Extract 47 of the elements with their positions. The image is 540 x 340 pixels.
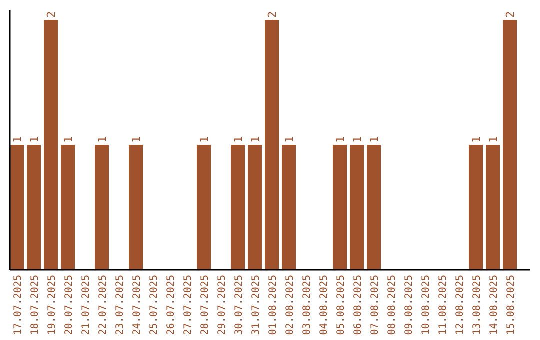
data-label: 1: [130, 136, 143, 143]
data-label: 1: [62, 136, 75, 143]
x-tick-label: 28.07.2025: [200, 275, 211, 336]
data-label: 2: [266, 11, 279, 18]
x-tick-label: 22.07.2025: [98, 275, 109, 336]
data-label: 1: [249, 136, 262, 143]
data-label: 1: [334, 136, 347, 143]
x-tick-label: 08.08.2025: [387, 275, 398, 336]
x-tick-label: 27.07.2025: [183, 275, 194, 336]
x-tick-label: 20.07.2025: [64, 275, 75, 336]
x-tick-label: 21.07.2025: [81, 275, 92, 336]
data-label: 1: [198, 136, 211, 143]
x-tick-label: 11.08.2025: [438, 275, 449, 336]
x-tick-label: 13.08.2025: [472, 275, 483, 336]
x-tick-label: 26.07.2025: [166, 275, 177, 336]
data-label: 1: [470, 136, 483, 143]
data-label: 1: [11, 136, 24, 143]
x-tick-label: 06.08.2025: [353, 275, 364, 336]
x-tick-label: 01.08.2025: [268, 275, 279, 336]
x-tick-label: 05.08.2025: [336, 275, 347, 336]
x-tick-label: 30.07.2025: [234, 275, 245, 336]
data-label: 1: [232, 136, 245, 143]
x-tick-label: 29.07.2025: [217, 275, 228, 336]
data-label: 1: [96, 136, 109, 143]
x-tick-label: 14.08.2025: [489, 275, 500, 336]
x-tick-label: 03.08.2025: [302, 275, 313, 336]
x-tick-label: 04.08.2025: [319, 275, 330, 336]
data-label: 1: [351, 136, 364, 143]
x-tick-label: 12.08.2025: [455, 275, 466, 336]
data-label: 1: [368, 136, 381, 143]
x-tick-label: 25.07.2025: [149, 275, 160, 336]
x-tick-label: 31.07.2025: [251, 275, 262, 336]
x-tick-label: 18.07.2025: [30, 275, 41, 336]
x-tick-label: 24.07.2025: [132, 275, 143, 336]
data-label: 2: [504, 11, 517, 18]
data-label: 2: [45, 11, 58, 18]
x-tick-label: 19.07.2025: [47, 275, 58, 336]
data-label: 1: [283, 136, 296, 143]
x-tick-label: 09.08.2025: [404, 275, 415, 336]
x-tick-label: 17.07.2025: [13, 275, 24, 336]
x-tick-label: 23.07.2025: [115, 275, 126, 336]
x-tick-label: 07.08.2025: [370, 275, 381, 336]
data-label: 1: [28, 136, 41, 143]
x-tick-label: 10.08.2025: [421, 275, 432, 336]
x-tick-label: 15.08.2025: [506, 275, 517, 336]
data-label: 1: [487, 136, 500, 143]
x-tick-label: 02.08.2025: [285, 275, 296, 336]
